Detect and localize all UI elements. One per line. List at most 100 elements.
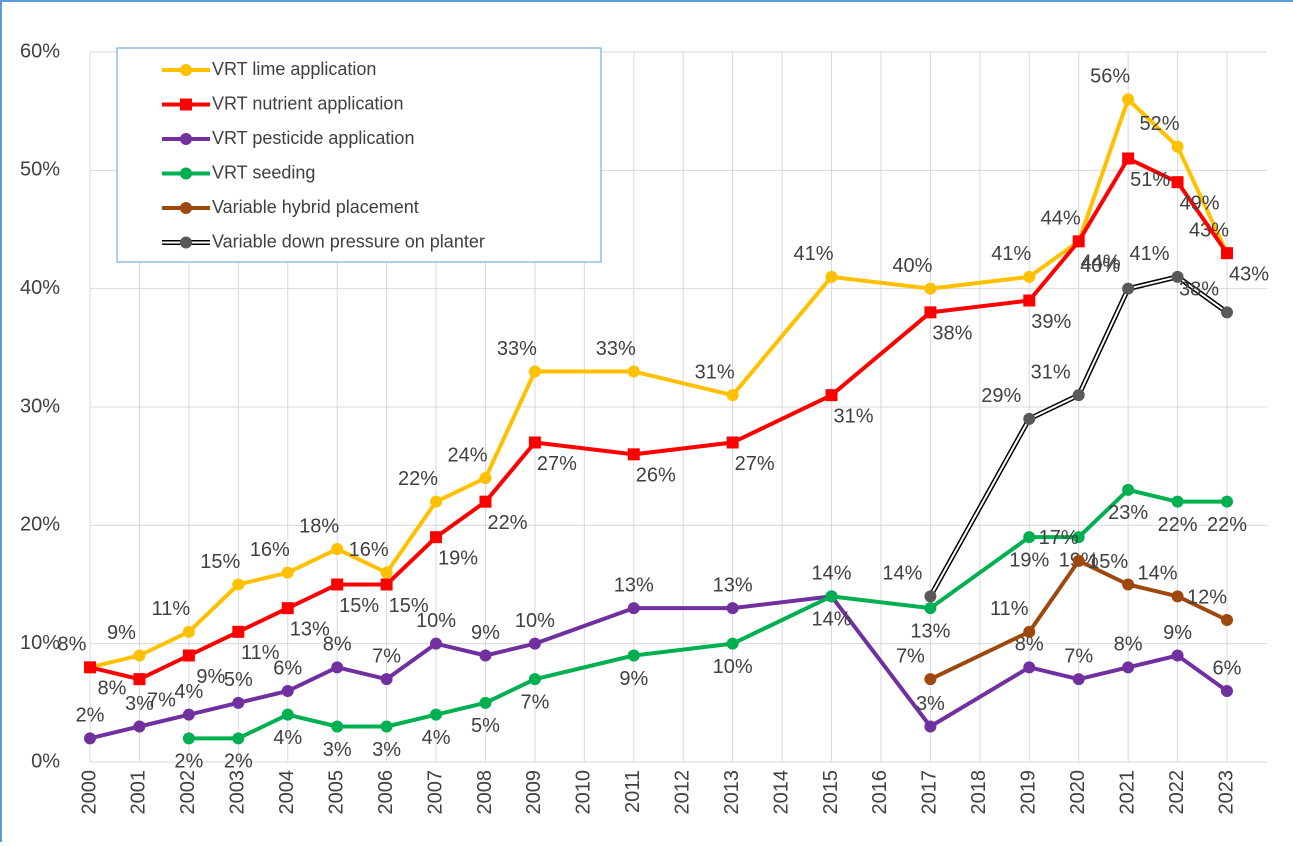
x-tick-label: 2012 xyxy=(671,770,693,815)
legend-label: VRT nutrient application xyxy=(212,93,403,113)
data-label: 15% xyxy=(200,551,240,573)
legend-label: VRT lime application xyxy=(212,59,376,79)
data-label: 39% xyxy=(1031,311,1071,333)
x-tick-label: 2017 xyxy=(919,770,941,815)
x-tick-label: 2023 xyxy=(1215,770,1237,815)
marker xyxy=(1122,93,1135,106)
marker xyxy=(1023,661,1036,674)
marker xyxy=(232,732,245,745)
data-label: 14% xyxy=(812,563,852,585)
marker xyxy=(84,732,96,745)
marker xyxy=(1122,483,1135,496)
data-label: 8% xyxy=(1015,634,1044,656)
marker xyxy=(1221,306,1233,319)
data-label: 7% xyxy=(896,645,925,667)
marker xyxy=(380,566,393,579)
data-label: 3% xyxy=(372,739,401,761)
marker xyxy=(133,673,146,686)
x-tick-label: 2004 xyxy=(276,770,298,815)
x-tick-label: 2000 xyxy=(78,770,100,815)
data-label: 44% xyxy=(1081,252,1121,274)
data-label: 11% xyxy=(152,598,191,620)
marker xyxy=(430,637,443,650)
marker xyxy=(627,602,640,615)
data-label: 23% xyxy=(1108,502,1148,524)
x-tick-label: 2019 xyxy=(1018,770,1040,815)
data-label: 18% xyxy=(299,515,339,537)
data-label: 38% xyxy=(932,323,972,345)
marker xyxy=(924,306,937,319)
data-label: 7% xyxy=(372,645,401,667)
marker xyxy=(726,602,739,615)
marker xyxy=(180,133,192,145)
data-label: 13% xyxy=(910,620,950,642)
y-tick-label: 0% xyxy=(31,750,60,772)
data-label: 33% xyxy=(596,338,636,360)
marker xyxy=(1122,282,1135,295)
marker xyxy=(133,720,146,733)
marker xyxy=(232,696,245,709)
marker xyxy=(924,590,937,603)
marker xyxy=(1023,270,1036,283)
x-tick-label: 2014 xyxy=(770,770,792,815)
data-label: 22% xyxy=(1207,514,1247,536)
data-label: 22% xyxy=(398,468,438,490)
data-label: 27% xyxy=(537,453,577,475)
marker xyxy=(479,472,492,484)
marker xyxy=(726,637,739,650)
y-tick-label: 10% xyxy=(20,632,60,654)
marker xyxy=(1023,625,1036,638)
marker xyxy=(1221,495,1233,508)
y-tick-label: 30% xyxy=(20,395,60,417)
y-tick-label: 60% xyxy=(20,40,60,62)
data-label: 6% xyxy=(1213,657,1242,679)
marker xyxy=(1171,649,1184,662)
marker xyxy=(281,602,294,615)
marker xyxy=(180,98,192,111)
marker xyxy=(479,696,492,709)
data-label: 8% xyxy=(323,634,352,656)
data-label: 6% xyxy=(273,657,302,679)
marker xyxy=(1221,685,1233,697)
data-label: 9% xyxy=(1163,622,1192,644)
data-label: 44% xyxy=(1041,208,1081,230)
data-label: 15% xyxy=(1088,551,1128,573)
marker xyxy=(1072,531,1085,544)
data-label: 3% xyxy=(916,693,945,715)
marker xyxy=(1122,578,1135,591)
marker xyxy=(1072,389,1085,402)
data-label: 31% xyxy=(1031,361,1071,383)
data-label: 24% xyxy=(447,444,487,466)
marker xyxy=(1221,614,1233,626)
data-label: 7% xyxy=(1064,645,1093,667)
marker xyxy=(479,495,492,508)
data-label: 5% xyxy=(224,669,253,691)
data-label: 29% xyxy=(981,385,1021,407)
data-label: 2% xyxy=(174,751,203,773)
data-label: 52% xyxy=(1140,113,1180,135)
x-tick-label: 2020 xyxy=(1067,770,1089,815)
marker xyxy=(528,673,541,686)
marker xyxy=(1221,247,1233,260)
data-label: 26% xyxy=(636,465,676,487)
marker xyxy=(528,637,541,650)
marker xyxy=(380,720,393,733)
marker xyxy=(627,448,640,461)
x-tick-label: 2021 xyxy=(1116,770,1138,815)
marker xyxy=(281,566,294,579)
marker xyxy=(182,708,195,721)
data-label: 12% xyxy=(1187,586,1227,608)
data-label: 41% xyxy=(1130,243,1170,265)
marker xyxy=(726,389,739,402)
data-label: 5% xyxy=(471,715,500,737)
data-label: 31% xyxy=(834,405,874,427)
data-label: 14% xyxy=(1138,563,1178,585)
marker xyxy=(1023,412,1036,425)
x-tick-label: 2001 xyxy=(128,770,150,815)
x-tick-label: 2008 xyxy=(474,770,496,815)
marker xyxy=(528,436,541,449)
marker xyxy=(1171,176,1184,189)
series-line xyxy=(89,594,1229,741)
